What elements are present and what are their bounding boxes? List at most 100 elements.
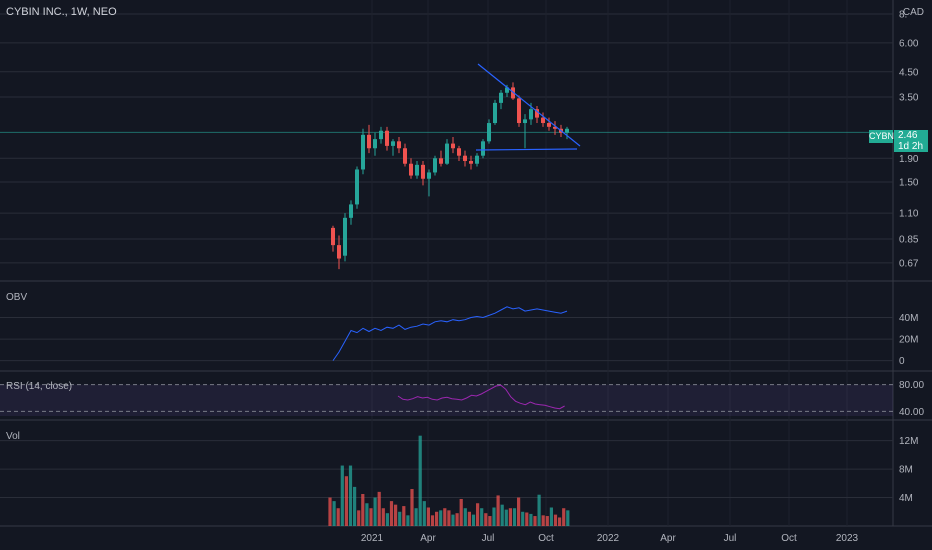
volume-bar [422, 501, 426, 526]
volume-bar [332, 501, 336, 526]
volume-bar [348, 465, 353, 526]
volume-bar [459, 498, 463, 526]
candle-body [481, 141, 485, 156]
candle-body [439, 158, 443, 164]
volume-bar [525, 512, 529, 526]
volume-bar [545, 516, 549, 526]
volume-bar [389, 501, 394, 526]
price-tick-label: 4.50 [899, 67, 919, 78]
volume-bar [443, 508, 447, 526]
candle-body [505, 87, 509, 93]
candle-body [427, 172, 431, 179]
candle-body [361, 134, 365, 170]
candle-body [391, 141, 395, 146]
volume-bar [328, 497, 332, 526]
volume-bar [492, 507, 496, 526]
price-tick-label: 1.90 [899, 154, 919, 165]
volume-bar [426, 507, 430, 526]
time-tick-label: Jul [482, 533, 495, 544]
candle-body [457, 148, 461, 156]
candle-body [397, 141, 401, 149]
candle-body [523, 119, 527, 124]
vol-tick-label: 12M [899, 436, 918, 447]
volume-bar [533, 516, 537, 526]
volume-bar [414, 508, 418, 526]
volume-bar [365, 503, 369, 526]
volume-bar [566, 510, 570, 526]
candle-body [529, 109, 533, 120]
volume-bar [541, 515, 545, 526]
obv-tick-label: 0 [899, 356, 905, 367]
volume-bar [521, 511, 525, 526]
volume-bar [435, 511, 439, 526]
vol-tick-label: 4M [899, 493, 913, 504]
rsi-tick-label: 40.00 [899, 407, 924, 418]
volume-bar [558, 517, 562, 526]
volume-bar [394, 504, 398, 526]
time-tick-label: Oct [538, 533, 554, 544]
candle-body [409, 163, 413, 176]
candle-body [469, 160, 473, 164]
rsi-band [0, 384, 893, 416]
volume-bar [488, 516, 492, 526]
volume-bar [447, 510, 451, 526]
price-tick-label: 1.50 [899, 178, 919, 189]
candle-body [499, 92, 503, 103]
volume-bar [381, 508, 385, 526]
candle-body [385, 130, 389, 146]
rsi-tick-label: 80.00 [899, 380, 924, 391]
volume-bar [549, 507, 553, 526]
volume-bar [451, 514, 455, 526]
volume-bar [508, 508, 512, 526]
volume-bar [373, 497, 377, 526]
volume-bar [377, 491, 381, 526]
price-tick-label: 1.10 [899, 209, 919, 220]
volume-bar [529, 513, 533, 526]
price-badge: 2.46 1d 2h [894, 130, 928, 152]
volume-bar [361, 494, 365, 526]
candle-body [463, 155, 467, 161]
volume-bar [517, 497, 521, 526]
price-tick-label: 0.67 [899, 258, 919, 269]
candle-body [445, 143, 449, 164]
volume-bar [484, 513, 488, 526]
volume-bar [398, 511, 402, 526]
volume-bar [357, 510, 361, 526]
candle-body [367, 134, 371, 149]
candle-body [541, 117, 545, 124]
price-tick-label: 0.85 [899, 235, 919, 246]
time-tick-label: Apr [660, 533, 676, 544]
time-tick-label: 2023 [836, 533, 859, 544]
time-tick-label: Oct [781, 533, 797, 544]
candle-body [355, 169, 359, 205]
volume-bar [402, 506, 406, 526]
chart-title: CYBIN INC., 1W, NEO [6, 6, 117, 18]
obv-tick-label: 20M [899, 335, 918, 346]
candle-body [475, 155, 479, 164]
volume-bar [439, 510, 443, 526]
volume-bar [496, 495, 500, 526]
candle-body [487, 123, 491, 142]
volume-bar [537, 494, 541, 526]
volume-bar [480, 508, 484, 526]
candle-body [337, 245, 341, 259]
candle-body [547, 123, 551, 127]
volume-bar [476, 503, 480, 526]
upper-trendline [477, 63, 581, 147]
candle-body [343, 217, 347, 256]
vol-pane-label: Vol [6, 431, 20, 442]
volume-bar [353, 486, 357, 526]
volume-bar [471, 514, 476, 526]
candle-body [331, 227, 335, 246]
volume-bar [418, 435, 422, 526]
candle-body [373, 139, 377, 149]
currency-label: CAD [902, 7, 924, 18]
vol-tick-label: 8M [899, 465, 913, 476]
candle-body [421, 164, 425, 179]
volume-bar [504, 509, 508, 526]
candle-body [535, 109, 539, 118]
ticker-badge: CYBN [869, 130, 895, 143]
bar-countdown: 1d 2h [898, 141, 924, 152]
volume-bar [430, 515, 435, 526]
